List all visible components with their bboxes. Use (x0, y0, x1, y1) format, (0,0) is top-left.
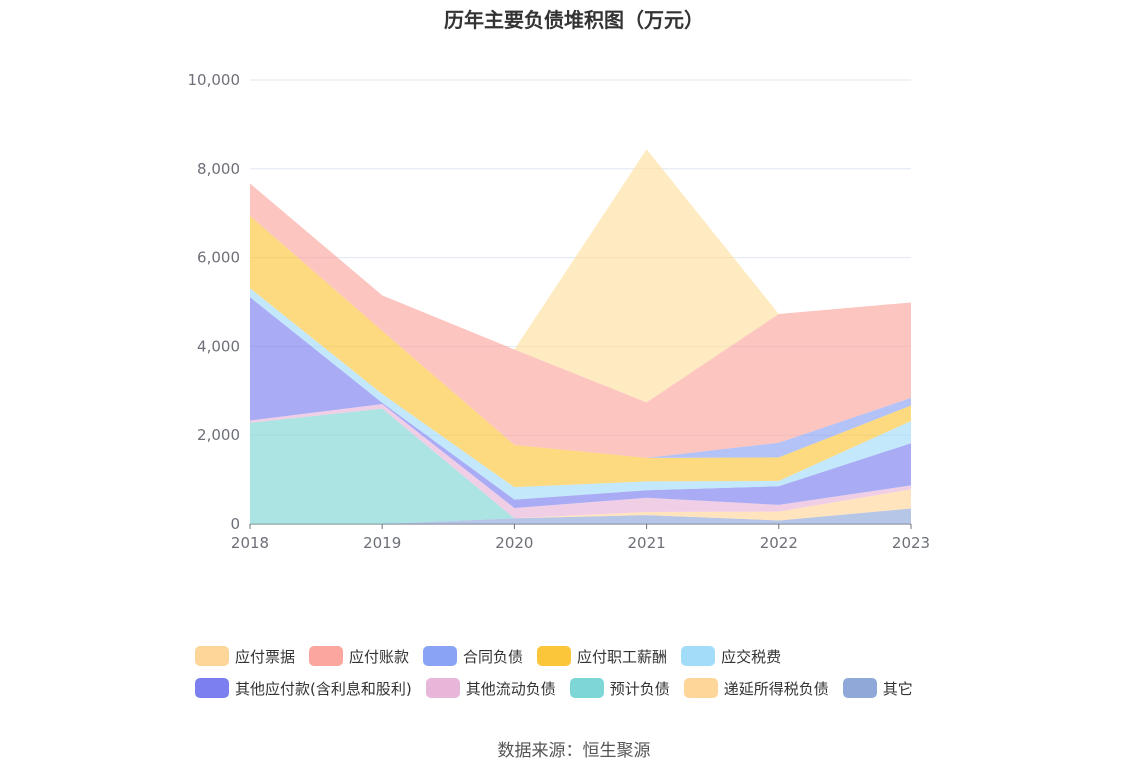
x-tick-label: 2018 (231, 534, 269, 552)
legend-swatch (195, 678, 229, 698)
x-tick-label: 2019 (363, 534, 401, 552)
area-series (250, 297, 911, 509)
area-series (250, 404, 911, 519)
legend-label: 应付账款 (349, 647, 410, 666)
legend-label: 预计负债 (609, 679, 670, 698)
area-series (250, 408, 911, 524)
legend-label: 应交税费 (721, 647, 782, 666)
legend-label: 其他应付款(含利息和股利) (235, 679, 412, 698)
legend-item[interactable]: 预计负债 (569, 678, 670, 699)
y-tick-label: 2,000 (197, 426, 240, 444)
legend-label: 应付职工薪酬 (577, 647, 668, 666)
legend-item[interactable]: 应付职工薪酬 (537, 646, 667, 667)
legend-label: 其他流动负债 (465, 679, 556, 698)
area-series (250, 489, 911, 524)
y-tick-label: 6,000 (197, 249, 240, 267)
x-tick-label: 2020 (495, 534, 533, 552)
legend-swatch (537, 646, 572, 666)
legend-label: 应付票据 (235, 647, 296, 666)
y-tick-label: 8,000 (197, 160, 240, 178)
area-series (250, 215, 911, 488)
legend-swatch (842, 678, 877, 698)
legend-item[interactable]: 递延所得税负债 (683, 678, 829, 699)
area-series (250, 508, 911, 524)
chart-title: 历年主要负债堆积图（万元） (444, 8, 704, 32)
legend-item[interactable]: 其他应付款(含利息和股利) (195, 678, 412, 699)
legend-row-2: 其他应付款(含利息和股利) 其他流动负债 预计负债 递延所得税负债 其它 (195, 672, 995, 704)
legend-item[interactable]: 应付票据 (195, 646, 295, 667)
x-tick-label: 2021 (628, 534, 666, 552)
legend-swatch (683, 678, 718, 698)
y-tick-label: 10,000 (188, 71, 241, 89)
y-tick-label: 0 (230, 515, 240, 533)
legend-swatch (309, 646, 344, 666)
legend-item[interactable]: 应交税费 (681, 646, 781, 667)
legend-label: 合同负债 (463, 647, 524, 666)
legend-swatch (195, 646, 229, 666)
x-tick-label: 2022 (760, 534, 798, 552)
data-source-note: 数据来源：恒生聚源 (497, 741, 651, 761)
legend-label: 其它 (882, 679, 913, 698)
legend-swatch (425, 678, 460, 698)
x-tick-label: 2023 (892, 534, 930, 552)
legend-row-1: 应付票据 应付账款 合同负债 应付职工薪酬 应交税费 (195, 640, 995, 672)
legend-item[interactable]: 合同负债 (423, 646, 523, 667)
legend-item[interactable]: 应付账款 (309, 646, 409, 667)
area-series (250, 149, 911, 403)
y-tick-label: 4,000 (197, 337, 240, 355)
legend-swatch (569, 678, 604, 698)
legend-item[interactable]: 其他流动负债 (425, 678, 556, 699)
legend-swatch (681, 646, 716, 666)
legend-item[interactable]: 其它 (842, 678, 913, 699)
chart-legend: 应付票据 应付账款 合同负债 应付职工薪酬 应交税费 其他应付款(含利息和股利) 其他流动… (195, 640, 995, 704)
area-series (250, 183, 911, 458)
legend-label: 递延所得税负债 (723, 679, 829, 698)
legend-swatch (423, 646, 458, 666)
stacked-area-chart: 0 2,000 4,000 6,000 8,000 10,000 2018 2019 2020 2… (188, 71, 931, 552)
